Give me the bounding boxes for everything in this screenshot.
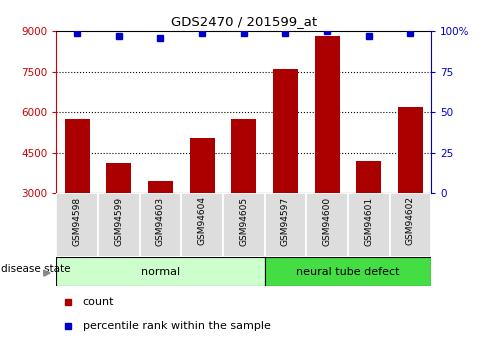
Text: disease state: disease state	[1, 264, 71, 274]
Bar	[190, 138, 215, 193]
Bar	[65, 119, 90, 193]
Bar	[306, 193, 348, 257]
Text: GSM94603: GSM94603	[156, 196, 165, 246]
Bar	[356, 161, 381, 193]
Text: GSM94599: GSM94599	[114, 196, 123, 246]
Bar	[265, 257, 431, 286]
Bar	[390, 193, 431, 257]
Bar	[231, 119, 256, 193]
Bar	[56, 257, 265, 286]
Text: count: count	[83, 297, 114, 307]
Text: neural tube defect: neural tube defect	[296, 267, 400, 277]
Bar	[348, 193, 390, 257]
Bar	[181, 193, 223, 257]
Text: GSM94605: GSM94605	[239, 196, 248, 246]
Bar	[223, 193, 265, 257]
Bar	[106, 164, 131, 193]
Text: GSM94600: GSM94600	[322, 196, 332, 246]
Text: percentile rank within the sample: percentile rank within the sample	[83, 321, 270, 331]
Bar	[315, 37, 340, 193]
Bar	[148, 181, 173, 193]
Bar	[56, 193, 98, 257]
Bar	[273, 69, 298, 193]
Text: GSM94604: GSM94604	[197, 196, 207, 245]
Text: normal: normal	[141, 267, 180, 277]
Bar	[398, 107, 423, 193]
Text: GSM94602: GSM94602	[406, 196, 415, 245]
Bar	[98, 193, 140, 257]
Bar	[265, 193, 306, 257]
Text: GSM94598: GSM94598	[73, 196, 82, 246]
Text: GSM94601: GSM94601	[364, 196, 373, 246]
Title: GDS2470 / 201599_at: GDS2470 / 201599_at	[171, 16, 317, 29]
Bar	[140, 193, 181, 257]
Text: GSM94597: GSM94597	[281, 196, 290, 246]
